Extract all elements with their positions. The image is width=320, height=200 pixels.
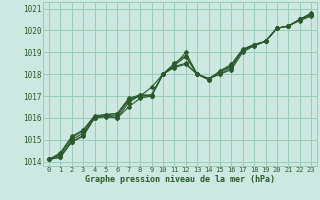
X-axis label: Graphe pression niveau de la mer (hPa): Graphe pression niveau de la mer (hPa) (85, 175, 275, 184)
